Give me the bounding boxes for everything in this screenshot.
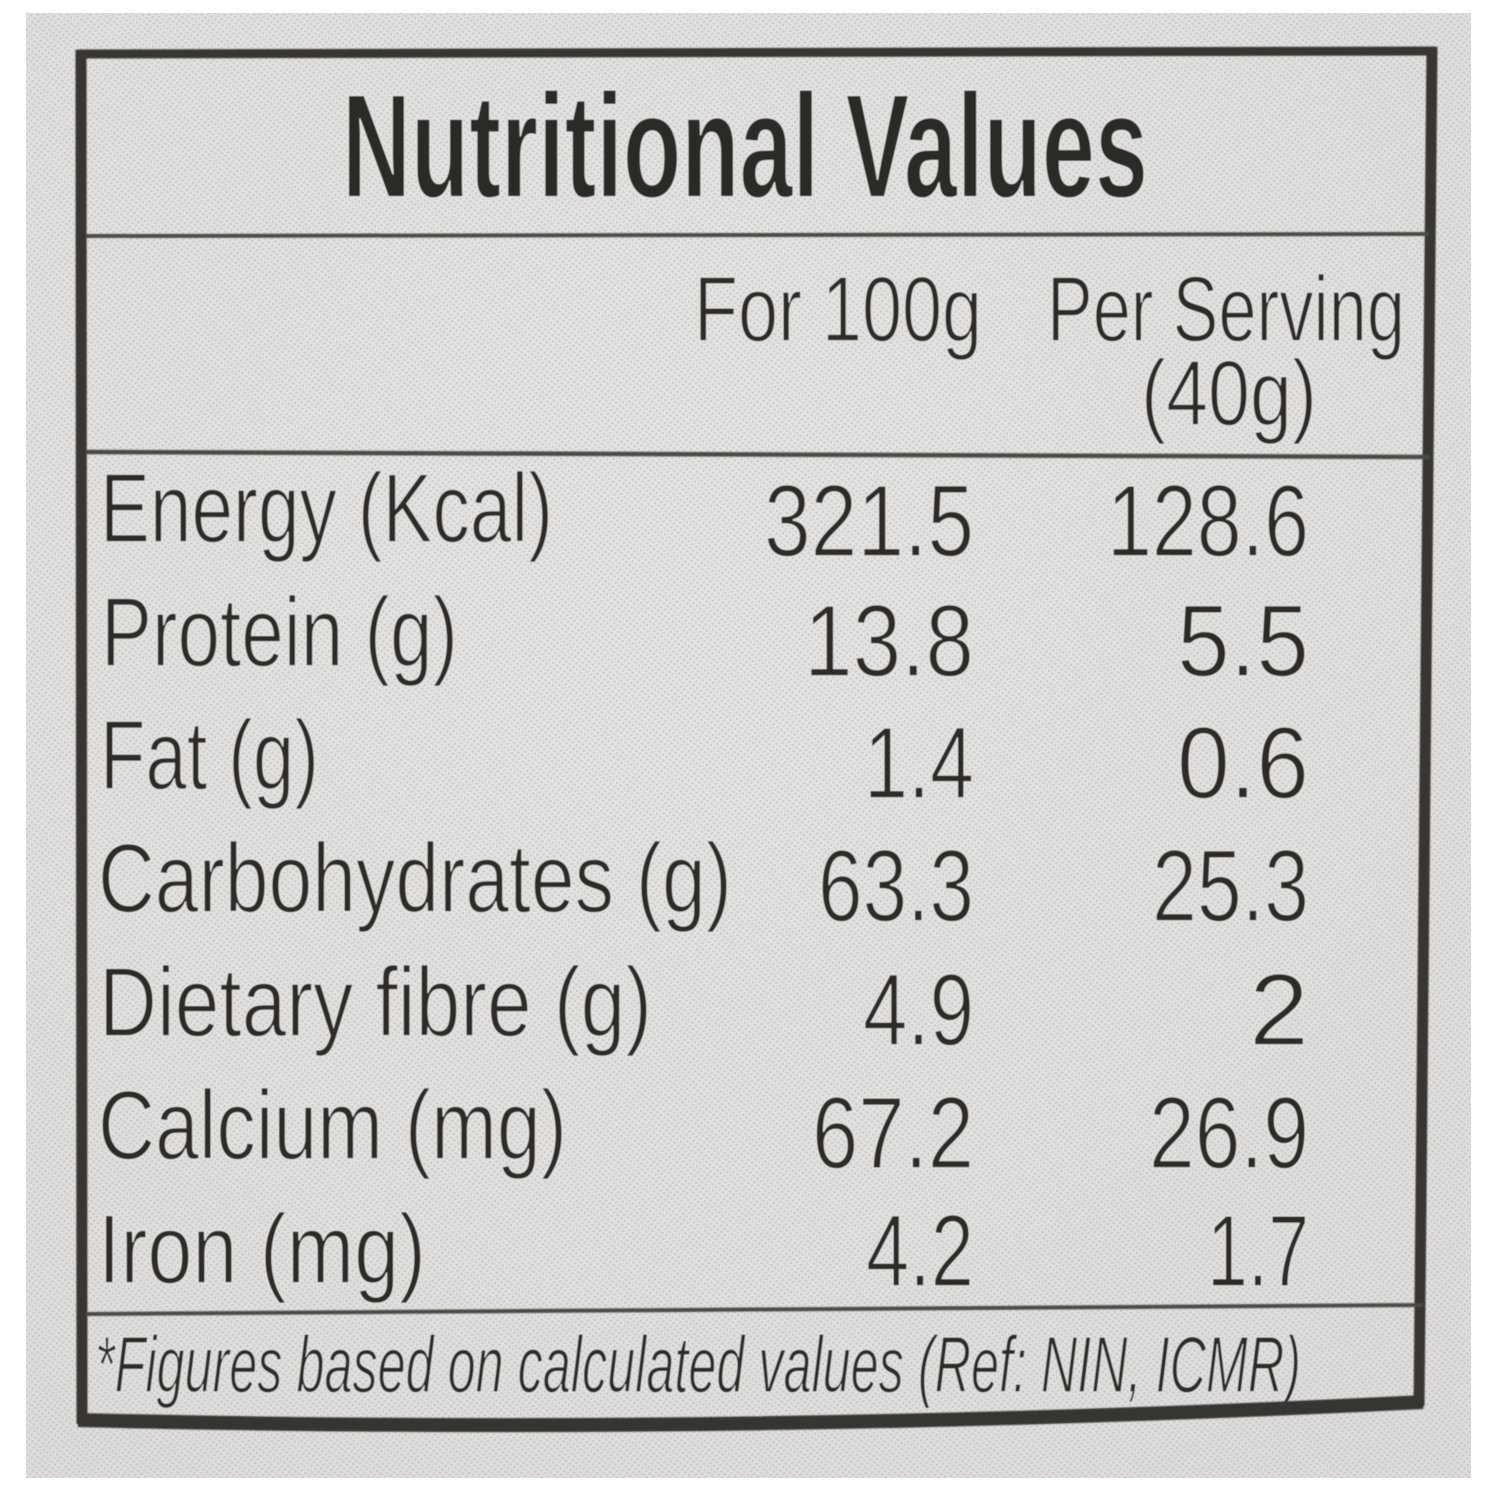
svg-text:13.8: 13.8 [804,584,974,698]
svg-text:4.9: 4.9 [863,953,974,1067]
svg-text:(40g): (40g) [1141,341,1317,445]
svg-text:0.6: 0.6 [1177,706,1309,820]
svg-text:*Figures based on calculated v: *Figures based on calculated values (Ref… [95,1320,1301,1409]
svg-text:63.3: 63.3 [818,829,974,943]
svg-text:4.2: 4.2 [866,1194,974,1308]
svg-text:67.2: 67.2 [812,1076,974,1190]
svg-text:Carbohydrates (g): Carbohydrates (g) [98,823,732,933]
svg-text:1.7: 1.7 [1207,1194,1309,1308]
svg-text:5.5: 5.5 [1177,584,1309,698]
svg-text:2: 2 [1249,953,1309,1067]
svg-text:Calcium (mg): Calcium (mg) [98,1070,567,1180]
svg-text:Nutritional Values: Nutritional Values [342,64,1148,229]
svg-text:128.6: 128.6 [1107,464,1309,578]
svg-text:Dietary fibre (g): Dietary fibre (g) [99,947,652,1057]
svg-text:Per Serving: Per Serving [1047,257,1405,361]
svg-text:1.4: 1.4 [864,706,974,820]
svg-text:25.3: 25.3 [1152,829,1309,943]
svg-text:321.5: 321.5 [764,464,974,578]
svg-text:Fat (g): Fat (g) [100,700,319,810]
svg-text:Iron (mg): Iron (mg) [98,1194,426,1304]
svg-text:26.9: 26.9 [1149,1076,1309,1190]
svg-text:For 100g: For 100g [694,257,982,361]
svg-text:Protein (g): Protein (g) [101,577,458,687]
svg-text:Energy (Kcal): Energy (Kcal) [100,453,553,563]
